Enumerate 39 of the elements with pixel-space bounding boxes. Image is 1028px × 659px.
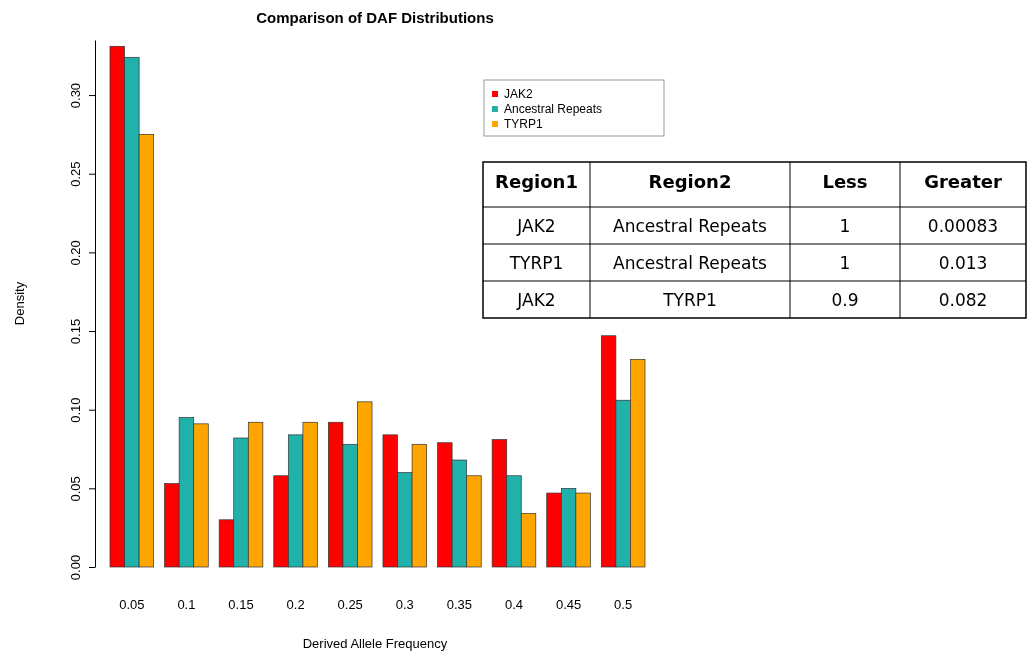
y-axis-title: Density [12,281,27,326]
x-tick-label: 0.25 [337,597,363,612]
x-tick-label: 0.15 [228,597,254,612]
text: 0.013 [938,253,988,273]
legend-label: TYRP1 [504,117,543,131]
y-tick-label: 0.15 [68,318,84,345]
x-tick-label: 0.35 [446,597,473,612]
annotation: JAK2 [516,216,556,236]
text: Greater [924,171,1002,192]
annotation: TYRP1 [508,253,564,273]
legend-label: JAK2 [504,87,534,101]
text: Less [822,171,868,192]
x-axis-title: Derived Allele Frequency [302,636,448,651]
chart-title: Comparison of DAF Distributions [256,9,494,26]
y-tick-label: 0.10 [68,397,84,423]
y-tick-label: 0.05 [68,476,84,502]
annotation: Ancestral Repeats [613,253,768,273]
annotation: Region1 [495,171,578,192]
text: 1 [839,253,851,273]
x-tick-label: 0.1 [177,597,196,612]
y-tick-label: 0.00 [68,554,84,581]
text: 0.9 [831,290,859,310]
x-tick-label: 0.05 [119,597,145,612]
y-tick-label: 0.25 [68,161,84,187]
y-tick-label: 0.20 [68,240,84,266]
legend-label: Ancestral Repeats [504,102,603,116]
x-tick-label: 0.4 [504,597,524,612]
annotation: JAK2 [516,290,556,310]
text: 0.00083 [927,216,999,236]
text: 1 [839,216,851,236]
text: TYRP1 [663,290,717,310]
text: 0.082 [938,290,988,310]
y-tick-label: 0.30 [68,82,84,109]
x-tick-label: 0.5 [614,597,633,612]
annotation: Ancestral Repeats [613,216,768,236]
x-tick-label: 0.45 [555,597,582,612]
x-tick-label: 0.3 [395,597,414,612]
annotation: Region2 [648,171,732,192]
x-tick-label: 0.2 [286,597,305,612]
